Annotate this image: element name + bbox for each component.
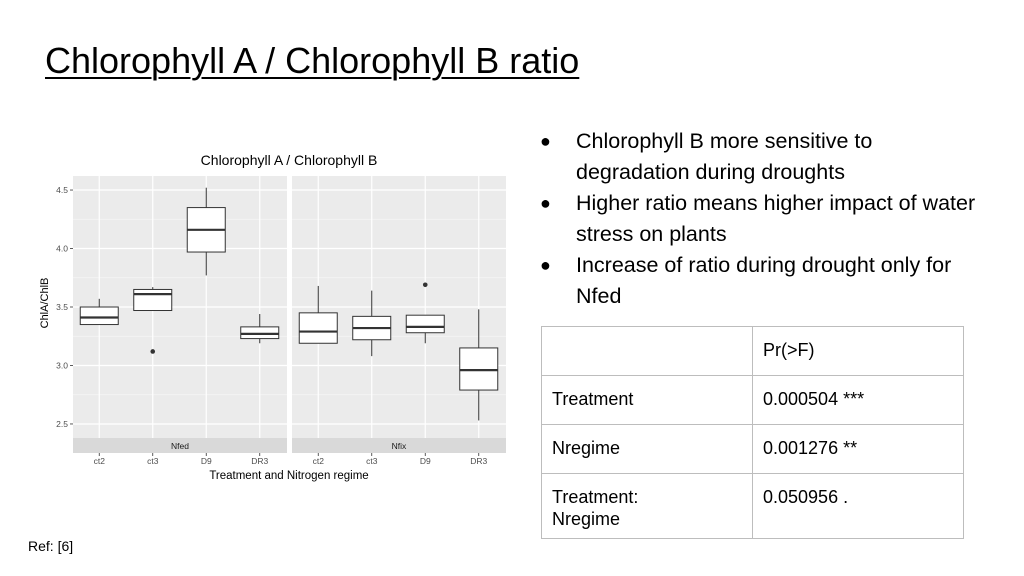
y-tick-label: 4.5: [56, 185, 68, 195]
x-axis-label: Treatment and Nitrogen regime: [209, 470, 368, 482]
table-cell: [541, 326, 753, 376]
table-cell-factor: Treatment: [541, 375, 753, 425]
facet-strip-label: Nfed: [171, 441, 189, 451]
table-row: Treatment: Nregime 0.050956 .: [541, 473, 964, 539]
box: [298, 312, 338, 344]
table-cell-pvalue: 0.000504 ***: [752, 375, 964, 425]
x-tick-label: ct2: [94, 456, 106, 466]
box: [459, 347, 499, 391]
x-tick-label: D9: [201, 456, 212, 466]
bullet-dot: ●: [540, 131, 551, 151]
reference-note: Ref: [6]: [28, 538, 74, 554]
bullet-text: Increase of ratio during drought only fo…: [576, 253, 952, 308]
slide-title: Chlorophyll A / Chlorophyll B ratio: [45, 40, 580, 81]
bullet-dot: ●: [540, 255, 551, 275]
y-axis-label: ChlA/ChlB: [39, 278, 51, 329]
table-row: Treatment 0.000504 ***: [541, 375, 964, 425]
y-tick-label: 4.0: [56, 244, 68, 254]
bullet-item: ● Chlorophyll B more sensitive to degrad…: [538, 126, 978, 188]
box: [405, 314, 445, 334]
x-tick-label: ct3: [147, 456, 159, 466]
box: [79, 306, 119, 326]
bullet-text: Higher ratio means higher impact of wate…: [576, 191, 976, 246]
table-row: Nregime 0.001276 **: [541, 424, 964, 474]
table-header-pvalue: Pr(>F): [752, 326, 964, 376]
x-tick-label: ct2: [313, 456, 325, 466]
bullet-text: Chlorophyll B more sensitive to degradat…: [576, 129, 873, 184]
bullet-item: ● Higher ratio means higher impact of wa…: [538, 188, 978, 250]
facet-strip: [73, 438, 287, 453]
bullet-dot: ●: [540, 193, 551, 213]
x-tick-label: DR3: [470, 456, 487, 466]
anova-table: Pr(>F) Treatment 0.000504 *** Nregime 0.…: [541, 326, 964, 539]
table-header-row: Pr(>F): [541, 326, 964, 376]
table-cell-pvalue: 0.001276 **: [752, 424, 964, 474]
x-tick-label: ct3: [366, 456, 378, 466]
y-tick-label: 2.5: [56, 419, 68, 429]
facet-strip-label: Nfix: [392, 441, 407, 451]
table-cell-factor: Treatment: Nregime: [541, 473, 753, 539]
bullet-list: ● Chlorophyll B more sensitive to degrad…: [538, 126, 978, 312]
y-tick-label: 3.0: [56, 360, 68, 370]
table-cell-factor: Nregime: [541, 424, 753, 474]
bullet-item: ● Increase of ratio during drought only …: [538, 250, 978, 312]
table-cell-pvalue: 0.050956 .: [752, 473, 964, 539]
x-tick-label: D9: [420, 456, 431, 466]
facet-strip: [292, 438, 506, 453]
boxplot-chart: Chlorophyll A / Chlorophyll B ChlA/ChlB …: [39, 152, 506, 482]
box: [133, 288, 173, 312]
outlier-point: [150, 349, 156, 354]
chart-title: Chlorophyll A / Chlorophyll B: [201, 152, 378, 168]
outlier-point: [422, 282, 428, 288]
x-tick-label: DR3: [251, 456, 268, 466]
box: [240, 326, 280, 340]
y-tick-label: 3.5: [56, 302, 68, 312]
